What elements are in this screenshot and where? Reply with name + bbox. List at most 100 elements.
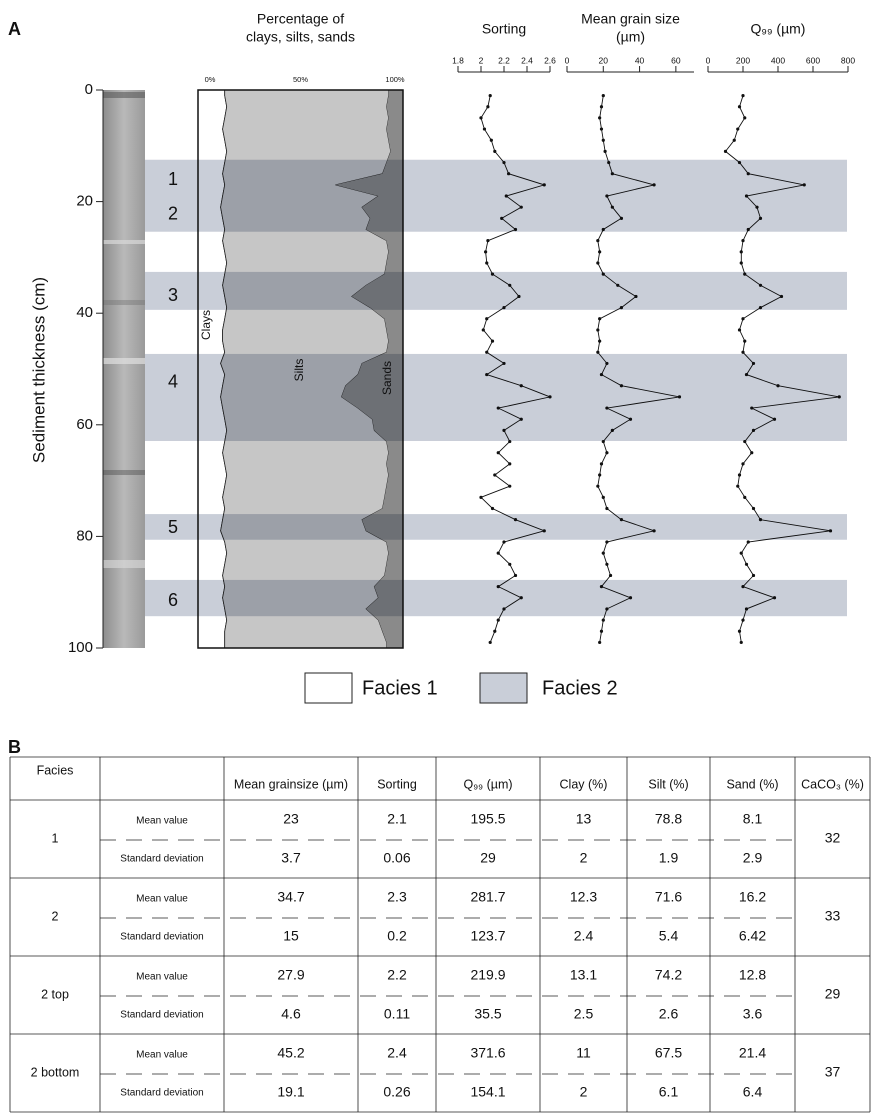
sd-value: 1.9	[659, 850, 679, 866]
profile-point	[493, 473, 497, 477]
sd-value: 15	[283, 928, 299, 944]
stat-label: Standard deviation	[120, 1010, 203, 1021]
sd-value: 2	[580, 850, 588, 866]
profile-point	[601, 495, 605, 499]
sd-value: 6.1	[659, 1084, 679, 1100]
profile-point	[736, 484, 740, 488]
profile-point	[741, 462, 745, 466]
caco3-value: 29	[825, 986, 841, 1002]
x-tick-label: 20	[599, 55, 609, 65]
sd-value: 4.6	[281, 1006, 301, 1022]
profile-point	[598, 116, 602, 120]
profile-point	[481, 328, 485, 332]
mean-value: 67.5	[655, 1045, 682, 1061]
y-tick-label: 60	[76, 416, 93, 433]
table-header: Silt (%)	[648, 777, 688, 791]
y-tick-label: 100	[68, 639, 93, 656]
x-tick-label: 0	[565, 55, 570, 65]
profile-point	[490, 339, 495, 343]
mean-value: 2.3	[387, 889, 407, 905]
y-axis-title: Sediment thickness (cm)	[29, 277, 48, 463]
stat-label: Standard deviation	[120, 932, 203, 943]
zone-label: 5	[168, 517, 178, 537]
profile-point	[493, 149, 497, 153]
zone-label: 6	[168, 590, 178, 610]
chart-title: clays, silts, sands	[246, 29, 355, 45]
facies-zone	[145, 353, 847, 441]
legend-swatch	[479, 672, 528, 704]
profile-point	[493, 629, 497, 633]
sd-value: 2.5	[574, 1006, 594, 1022]
caco3-value: 33	[825, 908, 841, 924]
stat-label: Standard deviation	[120, 854, 203, 865]
profile-point	[488, 93, 492, 98]
profile-point	[605, 506, 609, 511]
mean-value: 11	[576, 1045, 591, 1061]
profile-point	[484, 250, 488, 254]
profile-point	[485, 350, 489, 354]
mean-value: 16.2	[739, 889, 766, 905]
zone-label: 3	[168, 285, 178, 305]
profile-point	[743, 495, 747, 499]
profile-point	[599, 127, 604, 131]
sd-value: 123.7	[470, 928, 505, 944]
profile-point	[599, 462, 604, 466]
sd-value: 19.1	[277, 1084, 304, 1100]
profile-point	[737, 473, 742, 477]
profile-point	[601, 93, 605, 98]
zone-label: 1	[168, 169, 178, 189]
mean-value: 219.9	[470, 967, 505, 983]
stat-label: Standard deviation	[120, 1088, 203, 1099]
chart-title: Sorting	[482, 21, 526, 37]
series-label: Clays	[199, 310, 213, 340]
profile-point	[489, 138, 493, 142]
profile-point	[723, 149, 728, 153]
profile-point	[508, 562, 512, 566]
profile-point	[488, 640, 492, 645]
x-tick-label: 40	[635, 55, 645, 65]
profile-point	[739, 640, 743, 645]
profile-point	[746, 540, 750, 544]
mean-value: 12.3	[570, 889, 597, 905]
profile-point	[605, 562, 609, 566]
profile-point	[601, 551, 605, 555]
profile-point	[603, 149, 607, 153]
x-tick-label: 600	[806, 55, 820, 65]
x-tick-label: 60	[671, 55, 681, 65]
x-tick-label: 50%	[293, 75, 308, 84]
profile-point	[479, 495, 483, 499]
profile-point	[508, 484, 512, 488]
profile-point	[596, 261, 600, 265]
facies-zone	[145, 579, 847, 617]
profile-point	[751, 506, 756, 511]
profile-point	[502, 540, 506, 544]
table-header: Clay (%)	[560, 777, 608, 791]
sd-value: 5.4	[659, 928, 679, 944]
profile-point	[605, 451, 609, 455]
profile-point	[598, 317, 602, 321]
sd-value: 2.4	[574, 928, 594, 944]
profile-point	[596, 484, 600, 488]
caco3-value: 32	[825, 830, 841, 846]
sd-value: 3.6	[743, 1006, 763, 1022]
x-tick-label: 1.8	[452, 55, 464, 65]
mean-value: 371.6	[470, 1045, 505, 1061]
x-tick-label: 2.6	[544, 55, 556, 65]
sd-value: 0.26	[383, 1084, 410, 1100]
profile-point	[599, 629, 604, 633]
y-tick-label: 40	[76, 304, 93, 321]
table-header: Mean grainsize (µm)	[234, 777, 348, 791]
legend-swatch	[304, 672, 353, 704]
profile-point	[744, 562, 749, 566]
profile-point	[598, 640, 602, 645]
sd-value: 0.2	[387, 928, 407, 944]
profile-point	[596, 328, 600, 332]
profile-point	[741, 93, 745, 98]
profile-point	[599, 105, 604, 109]
profile-point	[598, 250, 602, 254]
x-tick-label: 2.4	[521, 55, 533, 65]
table-header: Sorting	[377, 777, 417, 791]
sd-value: 29	[480, 850, 496, 866]
chart-title: Percentage of	[257, 11, 344, 27]
